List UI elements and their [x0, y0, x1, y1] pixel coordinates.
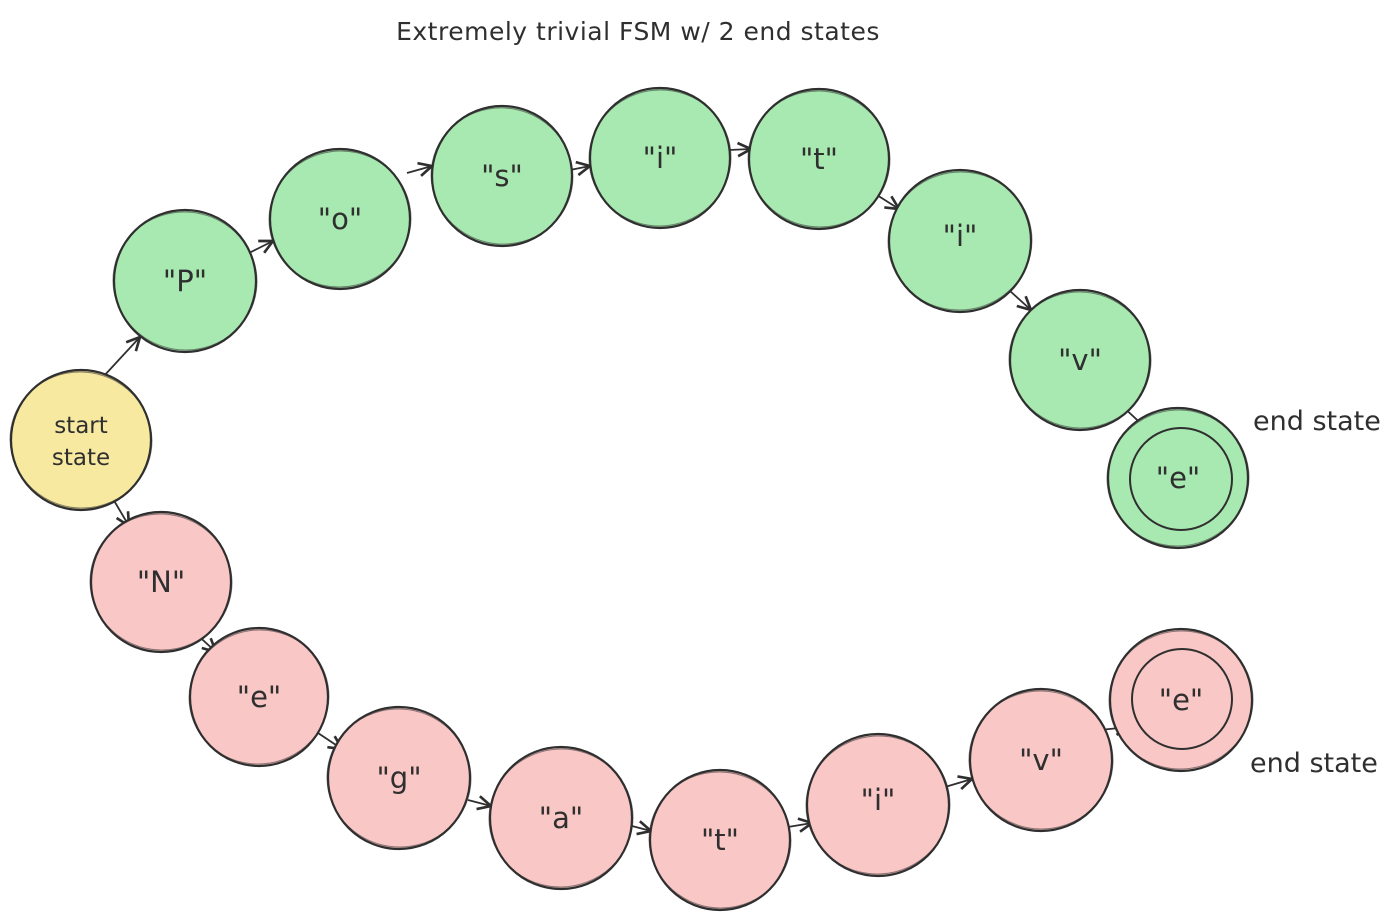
state-label: "a": [539, 801, 583, 835]
state-label: "v": [1058, 343, 1102, 377]
state-node-v1: "v": [1008, 288, 1152, 432]
state-label: "g": [376, 761, 421, 795]
diagram-title: Extremely trivial FSM w/ 2 end states: [396, 17, 880, 46]
state-label: "e": [1156, 461, 1201, 495]
state-label: "o": [318, 202, 362, 236]
state-label: "i": [643, 141, 678, 175]
state-label: "t": [701, 823, 739, 857]
start-state-label-line2: state: [52, 445, 110, 471]
transition-g-to-a: [467, 795, 494, 811]
state-node-t1: "t": [747, 87, 891, 231]
state-node-i3: "i": [805, 732, 951, 878]
end-state-note-negative: end state: [1250, 748, 1378, 779]
state-label: "P": [163, 264, 207, 298]
end-state-inner-ring: [1129, 427, 1233, 531]
state-node-e1-negative: "e": [188, 626, 330, 768]
state-node-o: "o": [268, 147, 412, 291]
state-label: "v": [1019, 743, 1063, 777]
end-state-inner-ring: [1131, 648, 1233, 750]
end-state-note-positive: end state: [1253, 406, 1381, 437]
transition-start-to-P: [102, 334, 143, 378]
state-label: "N": [137, 565, 185, 599]
state-node-i2: "i": [887, 168, 1033, 314]
state-label: "i": [861, 783, 896, 817]
state-node-N: "N": [89, 510, 233, 654]
state-node-a: "a": [488, 745, 634, 891]
state-node-e-end-negative: "e": [1108, 627, 1254, 773]
state-node-P: "P": [112, 208, 258, 354]
transition-o-to-s: [406, 161, 435, 177]
start-state-label-line1: start: [54, 413, 108, 439]
state-label: "t": [800, 142, 838, 176]
state-node-s: "s": [430, 104, 574, 248]
state-node-e-end-positive: "e": [1106, 406, 1250, 550]
transition-i3-to-v2: [944, 775, 975, 791]
state-node-i1: "i": [588, 86, 732, 230]
state-label: "i": [943, 219, 978, 253]
state-label: "s": [481, 159, 523, 193]
state-node-g: "g": [326, 705, 472, 851]
state-node-v2: "v": [968, 687, 1114, 833]
transition-i-to-t: [728, 141, 754, 158]
state-label: "e": [237, 680, 282, 714]
transition-i2-to-v: [1009, 290, 1034, 312]
state-node-start: start state: [9, 368, 153, 512]
state-node-t2: "t": [648, 768, 792, 912]
transition-s-to-i: [569, 160, 593, 177]
state-label: "e": [1159, 683, 1204, 717]
